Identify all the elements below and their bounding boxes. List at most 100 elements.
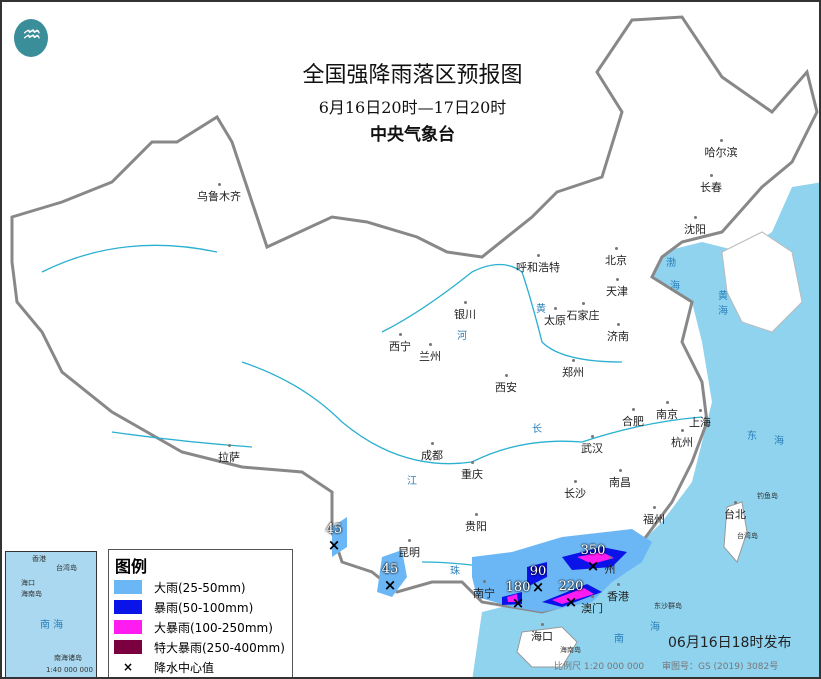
city-dot	[475, 513, 478, 516]
city-label: 乌鲁木齐	[197, 190, 241, 203]
x-marker-icon: ×	[122, 660, 134, 674]
river-label: 江	[407, 476, 417, 487]
inset-hongkong: 香港	[32, 555, 46, 563]
city-dot	[619, 469, 622, 472]
issuer: 中央气象台	[370, 125, 455, 145]
inset-islands-label: 南海诸岛	[54, 654, 82, 662]
city-dot	[408, 539, 411, 542]
city-label: 昆明	[398, 546, 420, 559]
rain-center-value: 45	[381, 562, 399, 577]
island-label: 东沙群岛	[654, 602, 682, 610]
city-label: 石家庄	[566, 309, 600, 322]
city-label: 武汉	[581, 442, 603, 455]
city-dot	[483, 580, 486, 583]
legend-label: 大雨(25-50mm)	[154, 580, 246, 595]
city-label: 北京	[605, 254, 627, 267]
city-dot	[554, 307, 557, 310]
map-title: 全国强降雨落区预报图	[302, 63, 523, 88]
city-dot	[399, 333, 402, 336]
city-dot	[710, 174, 713, 177]
city-dot	[505, 374, 508, 377]
city-label: 沈阳	[684, 223, 706, 236]
rain-center-value: 180	[505, 580, 531, 595]
sea-label: 渤	[666, 258, 676, 269]
city-label: 南京	[656, 408, 678, 421]
city-label: 天津	[606, 285, 628, 298]
city-dot	[666, 401, 669, 404]
city-dot	[464, 301, 467, 304]
rain-areas	[332, 517, 652, 612]
hainan-island	[516, 626, 578, 668]
legend-label: 特大暴雨(250-400mm)	[154, 640, 285, 655]
river-label: 黄	[536, 304, 546, 315]
city-dot	[617, 583, 620, 586]
city-label: 郑州	[562, 366, 584, 379]
legend-swatch	[114, 600, 142, 614]
map-scale: 比例尺 1:20 000 000	[554, 662, 645, 672]
rain-center-x-icon: ×	[327, 536, 341, 554]
inset-scale: 1:40 000 000	[46, 666, 93, 674]
taiwan-island	[723, 501, 748, 563]
city-label: 合肥	[622, 415, 644, 428]
city-dot	[734, 501, 737, 504]
city-dot	[228, 444, 231, 447]
city-label: 长春	[700, 181, 722, 194]
city-label: 贵阳	[465, 520, 487, 533]
city-dot	[541, 623, 544, 626]
city-dot	[609, 556, 612, 559]
city-label: 兰州	[419, 350, 441, 363]
city-dot	[681, 429, 684, 432]
city-label: 台北	[724, 508, 746, 521]
rain-center-x-icon: ×	[383, 576, 397, 594]
sea-label: 南	[614, 634, 624, 645]
sea-label: 黄	[718, 291, 728, 302]
city-dot	[591, 435, 594, 438]
city-label: 香港	[607, 590, 629, 603]
sea-label: 东	[747, 431, 757, 442]
city-label: 太原	[544, 314, 566, 327]
city-dot	[699, 409, 702, 412]
legend-item: 大雨(25-50mm)	[114, 577, 292, 597]
inset-haikou: 海口	[21, 579, 35, 587]
legend-swatch	[114, 640, 142, 654]
korea-peninsula	[721, 231, 803, 333]
rain-center-value: 90	[529, 564, 547, 579]
river-label: 河	[457, 331, 467, 342]
inset-taiwan: 台湾岛	[56, 564, 77, 572]
city-dot	[582, 302, 585, 305]
city-label: 西宁	[389, 340, 411, 353]
city-label: 成都	[421, 449, 443, 462]
city-label: 呼和浩特	[516, 261, 560, 274]
city-label: 澳门	[581, 602, 603, 615]
city-dot	[572, 359, 575, 362]
inset-hainan: 海南岛	[21, 590, 42, 598]
city-label: 济南	[607, 330, 629, 343]
city-dot	[429, 343, 432, 346]
legend-item: × 降水中心值	[114, 657, 292, 677]
island-label: 海南岛	[560, 646, 581, 654]
legend-swatch	[114, 620, 142, 634]
rain-center-value: 350	[580, 543, 606, 558]
legend: 图例 大雨(25-50mm) 暴雨(50-100mm) 大暴雨(100-250mm)…	[108, 549, 293, 677]
city-label: 哈尔滨	[704, 146, 738, 159]
city-dot	[574, 480, 577, 483]
rain-center-value: 220	[558, 579, 584, 594]
review-number: 审图号：GS (2019) 3082号	[662, 662, 779, 672]
rain-center-x-icon: ×	[586, 557, 600, 575]
city-label: 重庆	[461, 468, 483, 481]
city-dot	[616, 278, 619, 281]
rain-center-x-icon: ×	[564, 593, 578, 611]
city-dot	[537, 254, 540, 257]
city-dot	[471, 461, 474, 464]
rain-center-x-icon: ×	[511, 594, 525, 612]
rain-center-x-icon: ×	[531, 578, 545, 596]
legend-item: 特大暴雨(250-400mm)	[114, 637, 292, 657]
river-label: 长	[532, 424, 542, 435]
sea-label: 海	[774, 436, 784, 447]
city-dot	[632, 408, 635, 411]
island-label: 钓鱼岛	[757, 492, 778, 500]
legend-swatch	[114, 580, 142, 594]
city-label: 南宁	[473, 587, 495, 600]
